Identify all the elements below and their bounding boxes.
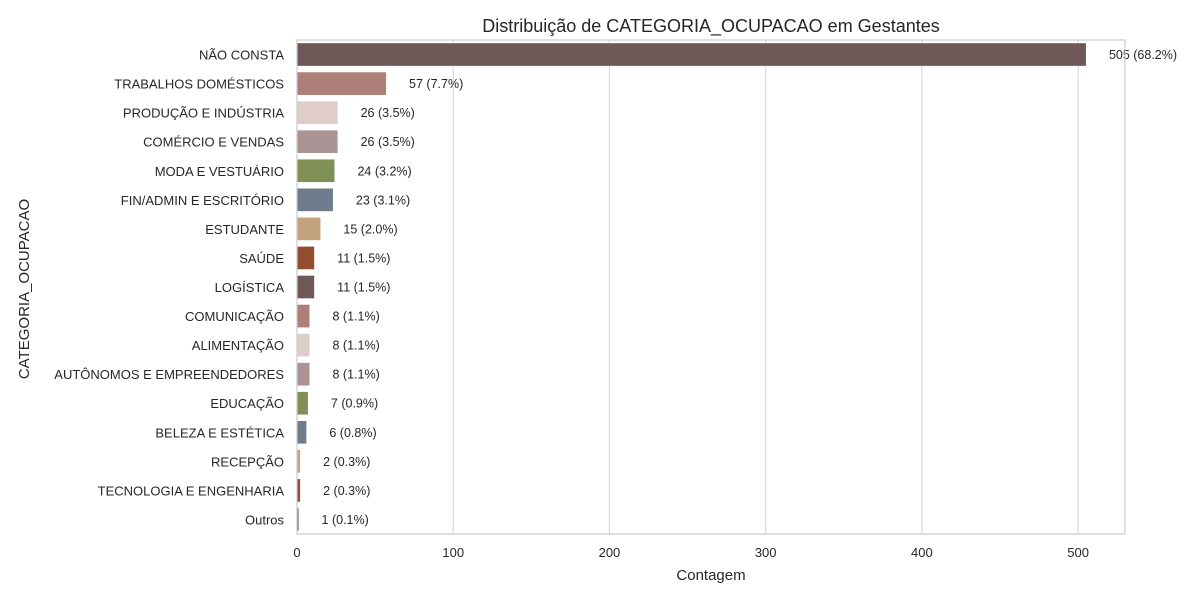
- y-tick-label: COMUNICAÇÃO: [185, 309, 284, 324]
- bar-value-label: 57 (7.7%): [409, 77, 463, 91]
- bar-value-label: 1 (0.1%): [322, 513, 369, 527]
- bar: [297, 333, 310, 357]
- bar-value-label: 15 (2.0%): [343, 222, 397, 236]
- bar: [297, 246, 315, 270]
- bar: [297, 508, 299, 531]
- x-tick-label: 400: [911, 545, 933, 560]
- grid-lines: [452, 40, 1079, 534]
- bar: [297, 188, 333, 212]
- bar: [297, 391, 308, 415]
- x-tick-labels: 0 100 200 300 400 500: [293, 545, 1089, 560]
- bars: [297, 43, 1086, 531]
- bar-value-label: 6 (0.8%): [329, 426, 376, 440]
- y-tick-label: COMÉRCIO E VENDAS: [143, 135, 284, 150]
- y-tick-label: ALIMENTAÇÃO: [192, 338, 284, 353]
- plot-frame: [296, 39, 1126, 535]
- y-tick-label: SAÚDE: [239, 251, 284, 266]
- bar-value-label: 8 (1.1%): [332, 368, 379, 382]
- bar-value-label: 505 (68.2%): [1109, 48, 1177, 62]
- bar: [297, 275, 315, 299]
- bar: [297, 43, 1086, 66]
- bar-value-label: 24 (3.2%): [357, 164, 411, 178]
- x-tick-label: 100: [442, 545, 464, 560]
- bar-value-label: 26 (3.5%): [361, 135, 415, 149]
- bar: [297, 159, 335, 183]
- y-tick-labels: NÃO CONSTA TRABALHOS DOMÉSTICOS PRODUÇÃO E…: [54, 48, 284, 528]
- bar: [297, 304, 310, 328]
- bar-value-label: 26 (3.5%): [361, 106, 415, 120]
- bar: [297, 72, 387, 95]
- bar-value-label: 2 (0.3%): [323, 484, 370, 498]
- bar: [297, 362, 310, 386]
- bar-value-label: 8 (1.1%): [332, 339, 379, 353]
- chart-title: Distribuição de CATEGORIA_OCUPACAO em Ge…: [482, 16, 939, 37]
- bar: [297, 101, 338, 124]
- bar: [297, 450, 301, 473]
- x-tick-label: 0: [293, 545, 300, 560]
- y-axis-label: CATEGORIA_OCUPACAO: [16, 199, 33, 379]
- bar: [297, 130, 338, 154]
- y-tick-label: EDUCAÇÃO: [210, 396, 284, 411]
- y-tick-label: NÃO CONSTA: [199, 48, 284, 63]
- y-tick-label: AUTÔNOMOS E EMPREENDEDORES: [54, 367, 284, 382]
- y-tick-label: LOGÍSTICA: [215, 280, 285, 295]
- y-tick-label: BELEZA E ESTÉTICA: [155, 425, 284, 440]
- bar-value-label: 7 (0.9%): [331, 397, 378, 411]
- y-tick-label: PRODUÇÃO E INDÚSTRIA: [123, 106, 284, 121]
- data-labels: 505 (68.2%) 57 (7.7%) 26 (3.5%) 26 (3.5%) 24…: [322, 48, 1177, 527]
- bar-value-label: 11 (1.5%): [337, 281, 390, 295]
- y-tick-label: TECNOLOGIA E ENGENHARIA: [98, 483, 285, 498]
- y-tick-label: ESTUDANTE: [205, 222, 284, 237]
- bar-value-label: 8 (1.1%): [332, 310, 379, 324]
- bar: [297, 217, 321, 241]
- bar: [297, 420, 307, 444]
- x-tick-label: 500: [1067, 545, 1089, 560]
- bar-value-label: 11 (1.5%): [337, 251, 390, 265]
- y-tick-label: TRABALHOS DOMÉSTICOS: [114, 77, 284, 92]
- x-tick-label: 200: [599, 545, 621, 560]
- bar-value-label: 2 (0.3%): [323, 455, 370, 469]
- y-tick-label: RECEPÇÃO: [211, 454, 284, 469]
- x-axis-label: Contagem: [676, 567, 745, 584]
- bar: [297, 479, 301, 502]
- y-tick-label: MODA E VESTUÁRIO: [155, 164, 284, 179]
- y-tick-label: Outros: [245, 512, 285, 527]
- y-tick-label: FIN/ADMIN E ESCRITÓRIO: [121, 193, 284, 208]
- x-tick-label: 300: [755, 545, 777, 560]
- bar-value-label: 23 (3.1%): [356, 193, 410, 207]
